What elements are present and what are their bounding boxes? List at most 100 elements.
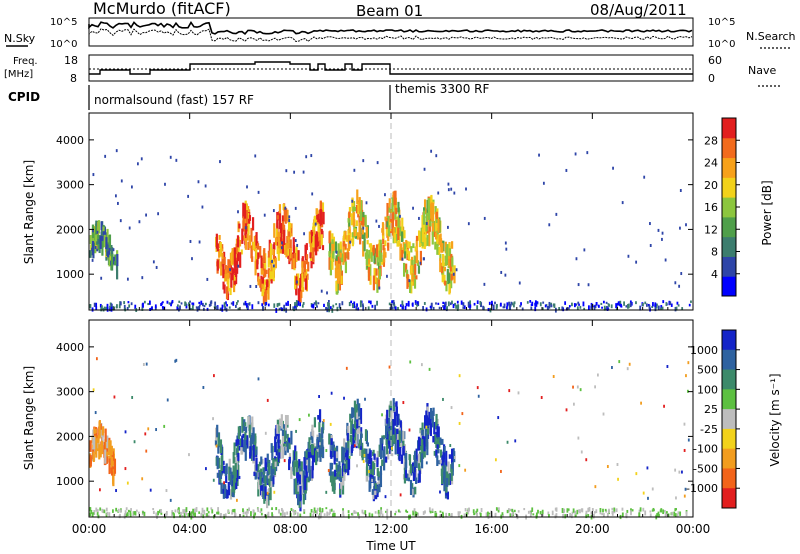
scatter-cell	[330, 391, 333, 395]
echo-cell	[362, 215, 365, 226]
echo-cell	[329, 259, 332, 276]
echo-cell	[299, 461, 302, 471]
scatter-cell	[576, 385, 579, 389]
velocity-x-ticks: 00:00 04:00 08:00 12:00 16:00 20:00 00:00	[72, 320, 710, 536]
scatter-cell	[310, 154, 313, 158]
echo-cell	[352, 428, 355, 438]
scatter-cell	[376, 161, 379, 165]
echo-cell	[312, 222, 315, 232]
scatter-cell	[189, 239, 192, 243]
scatter-cell	[296, 243, 299, 247]
ground-scatter-cell	[437, 302, 440, 305]
scatter-cell	[104, 154, 107, 158]
echo-cell	[97, 220, 101, 234]
echo-cell	[302, 470, 306, 484]
ground-scatter-cell	[254, 512, 257, 516]
ground-scatter-cell	[93, 510, 96, 515]
echo-cell	[281, 440, 284, 450]
ground-scatter-cell	[357, 512, 359, 516]
x-tick-label: 12:00	[374, 522, 409, 536]
ground-scatter-cell	[342, 508, 344, 511]
ground-scatter-cell	[237, 307, 240, 311]
ground-scatter-cell	[147, 302, 150, 306]
scatter-cell	[237, 264, 240, 268]
ground-scatter-cell	[651, 305, 654, 308]
ground-scatter-cell	[566, 508, 569, 513]
scatter-cell	[417, 480, 420, 484]
ground-scatter-cell	[446, 306, 448, 310]
ground-scatter-cell	[152, 510, 155, 515]
scatter-cell	[458, 464, 461, 468]
ground-scatter-cell	[160, 508, 162, 513]
ground-scatter-cell	[386, 512, 388, 518]
scatter-cell	[649, 222, 651, 226]
scatter-cell	[579, 388, 582, 392]
ground-scatter-cell	[506, 302, 509, 307]
ground-scatter-cell	[463, 513, 466, 517]
scatter-cell	[187, 194, 190, 198]
scatter-cell	[447, 182, 450, 186]
ground-scatter-cell	[185, 507, 188, 512]
ground-scatter-cell	[502, 514, 504, 518]
ground-scatter-cell	[574, 510, 577, 515]
echo-cell	[412, 243, 415, 249]
ground-scatter-cell	[412, 510, 415, 516]
ground-scatter-cell	[381, 513, 384, 517]
echo-cell	[218, 249, 221, 258]
scatter-cell	[452, 272, 455, 276]
ground-scatter-cell	[618, 301, 621, 306]
echo-cell	[333, 478, 336, 494]
scatter-cell	[266, 398, 269, 402]
echo-cell	[439, 253, 442, 262]
echo-cell	[256, 259, 259, 270]
echo-cell	[446, 478, 449, 487]
echo-cell	[415, 448, 418, 460]
echo-cell	[241, 446, 244, 452]
echo-cell	[101, 432, 104, 446]
echo-cell	[274, 436, 277, 453]
echo-cell	[339, 252, 342, 258]
ground-scatter-cell	[630, 508, 632, 512]
ground-scatter-cell	[232, 509, 235, 512]
echo-cell	[424, 428, 427, 440]
echo-cell	[276, 461, 280, 467]
echo-cell	[338, 476, 341, 481]
echo-cell	[328, 257, 331, 270]
ground-scatter-cell	[576, 306, 579, 311]
power-x-ticks	[88, 113, 694, 310]
scatter-cell	[402, 401, 405, 405]
scatter-cell	[169, 155, 172, 159]
scatter-cell	[303, 232, 305, 236]
echo-cell	[423, 199, 427, 213]
ground-scatter-cell	[154, 304, 157, 309]
scatter-cell	[661, 231, 664, 235]
ground-scatter-cell	[299, 302, 302, 307]
scatter-cell	[575, 257, 578, 261]
echo-cell	[441, 473, 444, 485]
ground-scatter-cell	[204, 302, 207, 306]
echo-cell	[378, 483, 381, 493]
echo-cell	[246, 234, 249, 241]
ground-scatter-cell	[206, 513, 208, 517]
colorbar-segment	[722, 428, 736, 450]
ground-scatter-cell	[494, 512, 497, 516]
scatter-cell	[574, 152, 577, 156]
scatter-cell	[412, 206, 414, 210]
echo-cell	[111, 247, 114, 254]
ground-scatter-cell	[649, 513, 652, 518]
echo-cell	[395, 219, 398, 234]
ground-scatter-cell	[242, 508, 244, 513]
echo-cell	[348, 219, 351, 231]
ground-scatter-cell	[509, 304, 511, 310]
echo-cell	[421, 215, 424, 231]
scatter-cell	[283, 459, 286, 463]
echo-cell	[406, 241, 409, 250]
ground-scatter-cell	[675, 306, 678, 311]
echo-cell	[352, 438, 355, 449]
echo-cell	[401, 249, 404, 261]
scatter-cell	[565, 408, 568, 412]
scatter-cell	[136, 162, 139, 166]
velocity-colorbar-label: Velocity [m s⁻¹]	[768, 373, 782, 466]
ground-scatter-cell	[96, 512, 99, 516]
echo-cell	[214, 439, 218, 446]
